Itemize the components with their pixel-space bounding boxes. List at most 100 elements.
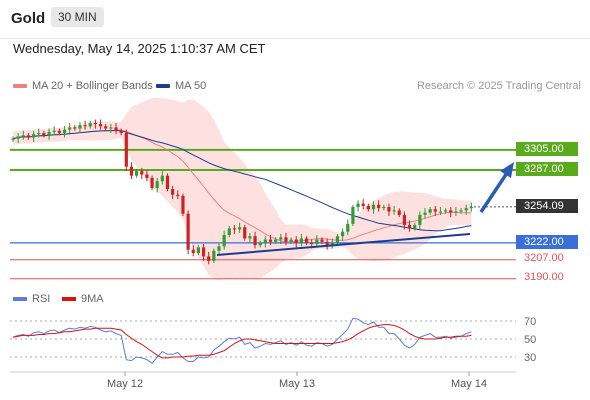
rsi-line bbox=[12, 317, 472, 364]
candle-body bbox=[304, 238, 309, 243]
price-tag-3190.00: 3190.00 bbox=[524, 270, 564, 283]
candle-body bbox=[263, 239, 267, 243]
candle-body bbox=[68, 127, 72, 130]
candle-body bbox=[42, 133, 46, 136]
candle-body bbox=[160, 175, 164, 182]
moving-averages-layer bbox=[12, 129, 472, 243]
candle-body bbox=[268, 239, 273, 242]
price-tag-3207.00: 3207.00 bbox=[524, 251, 564, 264]
candle-body bbox=[402, 214, 406, 225]
price-levels-layer bbox=[10, 148, 516, 280]
rsi-swatch bbox=[13, 297, 27, 302]
candle-body bbox=[129, 166, 134, 176]
candle-body bbox=[62, 129, 67, 134]
candle-body bbox=[433, 209, 437, 212]
candle-body bbox=[248, 236, 252, 239]
candle-body bbox=[382, 207, 386, 209]
candle-body bbox=[227, 228, 231, 236]
candle-body bbox=[279, 237, 283, 240]
candle-body bbox=[356, 203, 360, 208]
candle-body bbox=[37, 133, 41, 135]
candle-body bbox=[387, 207, 391, 212]
candle-body bbox=[335, 236, 340, 243]
timeframe-button[interactable]: 30 MIN bbox=[51, 7, 104, 27]
candle-body bbox=[294, 239, 298, 243]
ma50-swatch bbox=[156, 84, 170, 89]
candle-body bbox=[212, 250, 216, 261]
rsi-panel: 70 50 30 bbox=[10, 316, 536, 364]
candle-body bbox=[165, 175, 170, 190]
candle-body bbox=[454, 211, 458, 213]
candle-body bbox=[289, 239, 293, 242]
candle-body bbox=[32, 134, 36, 138]
legend-ma20: MA 20 + Bollinger Bands bbox=[13, 80, 153, 92]
candle-body bbox=[407, 224, 412, 229]
research-credit: Research © 2025 Trading Central bbox=[416, 80, 581, 92]
candle-body bbox=[176, 194, 180, 196]
candle-body bbox=[181, 195, 185, 214]
date-label-0: May 12 bbox=[107, 378, 143, 390]
candle-body bbox=[114, 127, 118, 131]
candle-body bbox=[341, 231, 345, 237]
candle-body bbox=[11, 138, 15, 140]
candle-body bbox=[315, 239, 319, 245]
forecast-arrow-head bbox=[500, 162, 514, 178]
candle-body bbox=[449, 210, 453, 213]
rsi-tick-50: 50 bbox=[524, 334, 536, 346]
candle-body bbox=[109, 127, 113, 129]
candle-body bbox=[57, 130, 61, 134]
date-label-2: May 14 bbox=[451, 378, 487, 390]
date-label-1: May 13 bbox=[279, 378, 315, 390]
candle-body bbox=[238, 227, 242, 230]
candle-body bbox=[232, 228, 237, 230]
candle-body bbox=[284, 237, 288, 242]
candle-body bbox=[377, 204, 381, 209]
candle-body bbox=[444, 210, 448, 212]
instrument-title: Gold bbox=[11, 10, 46, 27]
candle-body bbox=[459, 210, 463, 212]
price-tag-3222.00: 3222.00 bbox=[516, 234, 578, 249]
candle-body bbox=[243, 227, 247, 239]
candle-body bbox=[171, 189, 175, 195]
price-tag-3287.00: 3287.00 bbox=[516, 162, 578, 177]
time-axis: May 12 May 13 May 14 bbox=[10, 371, 516, 390]
candle-body bbox=[320, 239, 324, 242]
candle-body bbox=[52, 130, 56, 132]
candle-body bbox=[140, 171, 144, 175]
rsi-legend-label: RSI bbox=[32, 293, 51, 305]
candle-body bbox=[258, 242, 262, 246]
ma20-swatch bbox=[13, 84, 27, 89]
candle-body bbox=[124, 133, 128, 167]
header-bar: Gold 30 MIN bbox=[0, 0, 590, 39]
rsi-ma-line bbox=[12, 324, 472, 359]
candle-body bbox=[201, 247, 206, 257]
candle-body bbox=[438, 211, 443, 213]
candle-body bbox=[145, 174, 149, 178]
candle-body bbox=[155, 181, 159, 188]
candle-body bbox=[21, 135, 25, 137]
timestamp: Wednesday, May 14, 2025 1:10:37 AM CET bbox=[13, 41, 266, 56]
rsi-ma-legend-label: 9MA bbox=[81, 293, 104, 305]
candle-body bbox=[196, 247, 200, 253]
candle-body bbox=[469, 207, 473, 209]
rsi-legend-rsi: RSI bbox=[13, 293, 50, 305]
ma50-label: MA 50 bbox=[175, 80, 207, 92]
candle-body bbox=[186, 213, 190, 250]
ma50-line bbox=[12, 130, 472, 232]
price-tag-3254.09: 3254.09 bbox=[516, 198, 578, 213]
rsi-legend-ma: 9MA bbox=[62, 293, 104, 305]
ma20-label: MA 20 + Bollinger Bands bbox=[32, 80, 153, 92]
candle-body bbox=[351, 207, 355, 224]
candle-body bbox=[191, 249, 195, 253]
candle-body bbox=[26, 135, 31, 138]
forecast-arrow-shaft bbox=[479, 172, 509, 213]
candle-body bbox=[428, 209, 432, 213]
candle-body bbox=[83, 125, 87, 127]
candle-body bbox=[310, 242, 314, 245]
candle-body bbox=[413, 224, 417, 229]
legend-ma50: MA 50 bbox=[156, 80, 206, 92]
price-tag-3305.00: 3305.00 bbox=[516, 141, 578, 156]
rsi-tick-30: 30 bbox=[524, 352, 536, 364]
candle-body bbox=[93, 122, 97, 125]
